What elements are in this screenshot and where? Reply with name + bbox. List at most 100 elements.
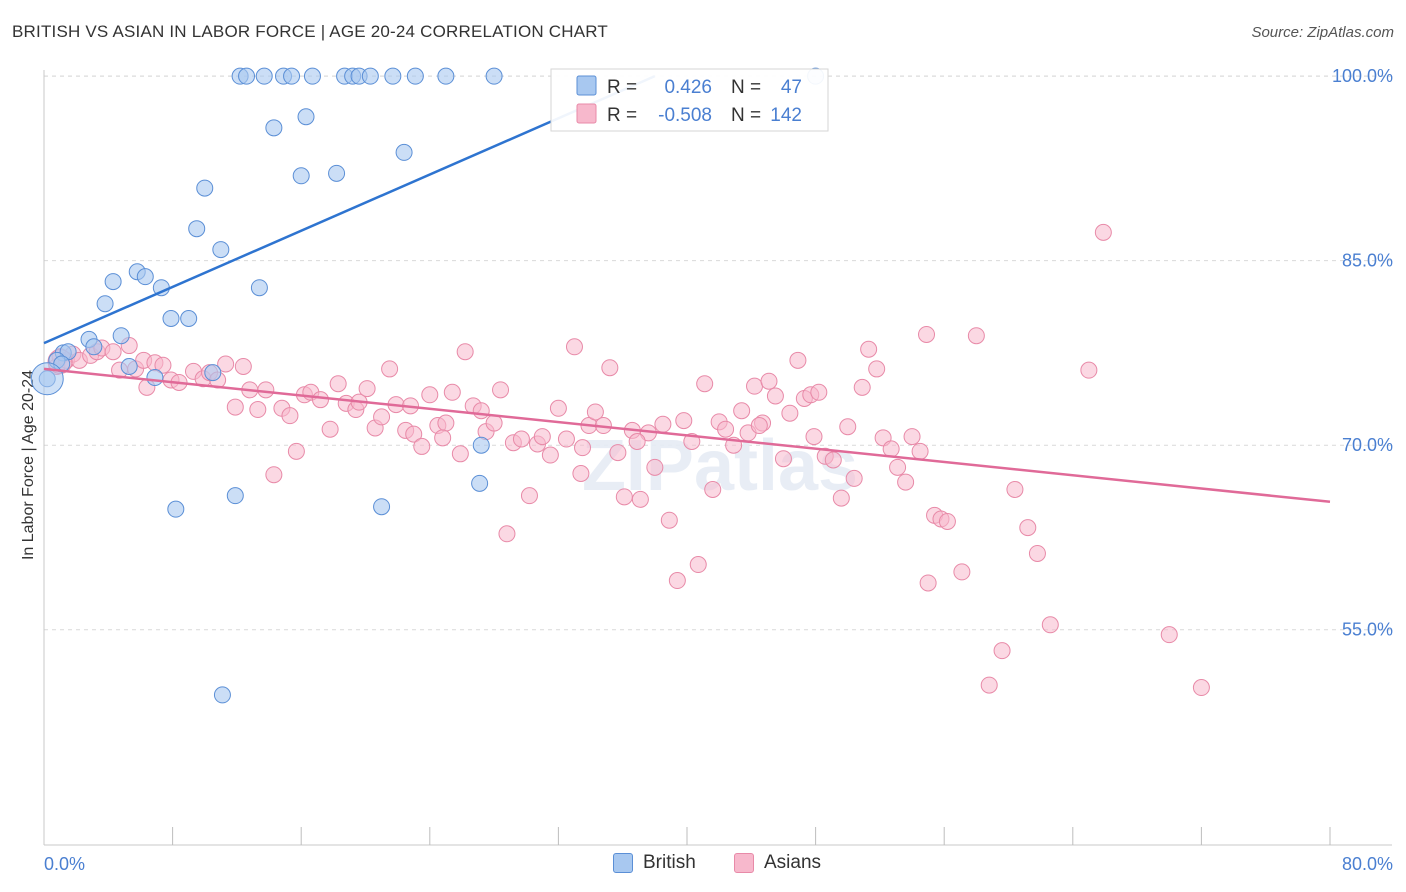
british-point <box>283 67 301 85</box>
british-point <box>384 67 402 85</box>
asians-point <box>918 325 936 343</box>
legend-swatch <box>576 103 597 124</box>
source-credit: Source: ZipAtlas.com <box>1251 24 1394 41</box>
asians-point <box>860 340 878 358</box>
asians-point <box>889 458 907 476</box>
asians-point <box>533 428 551 446</box>
asians-point <box>967 327 985 345</box>
british-point <box>471 474 489 492</box>
british-swatch <box>613 853 633 873</box>
asians-point <box>868 360 886 378</box>
legend-n-label: N = <box>731 77 761 98</box>
asians-point <box>456 343 474 361</box>
y-tick-label: 70.0% <box>1342 435 1393 455</box>
asians-point <box>1041 616 1059 634</box>
legend-n-label: N = <box>731 105 761 126</box>
legend-label-asians: Asians <box>764 852 822 873</box>
asians-point <box>824 451 842 469</box>
british-point <box>180 309 198 327</box>
british-point <box>297 108 315 126</box>
british-point <box>361 67 379 85</box>
asians-point <box>853 378 871 396</box>
asians-point <box>845 469 863 487</box>
asians-point <box>760 372 778 390</box>
asians-point <box>492 381 510 399</box>
asians-point <box>631 490 649 508</box>
british-point <box>104 273 122 291</box>
asians-point <box>1160 626 1178 644</box>
asians-point <box>381 360 399 378</box>
asians-point <box>689 556 707 574</box>
asians-point <box>733 402 751 420</box>
asians-swatch <box>734 853 754 873</box>
legend-r-value: -0.508 <box>658 105 712 126</box>
x-tick-label-min: 0.0% <box>44 854 85 874</box>
british-point <box>162 309 180 327</box>
british-point <box>395 143 413 161</box>
british-point <box>328 164 346 182</box>
british-point <box>85 338 103 356</box>
axes <box>43 70 1392 846</box>
asians-point <box>498 525 516 543</box>
asians-point <box>1019 519 1037 537</box>
asians-point <box>903 428 921 446</box>
asians-point <box>832 489 850 507</box>
british-point <box>472 436 490 454</box>
british-point <box>238 67 256 85</box>
asians-point <box>668 572 686 590</box>
asians-point <box>1080 361 1098 379</box>
british-point <box>120 357 138 375</box>
asians-point <box>265 466 283 484</box>
asians-point <box>281 407 299 425</box>
asians-point <box>1094 223 1112 241</box>
asians-point <box>321 420 339 438</box>
asians-point <box>472 402 490 420</box>
legend-box-frame <box>550 68 829 132</box>
chart-title: BRITISH VS ASIAN IN LABOR FORCE | AGE 20… <box>12 22 609 41</box>
asians-point <box>1006 480 1024 498</box>
asians-point <box>704 480 722 498</box>
asians-point <box>839 418 857 436</box>
asians-point <box>805 428 823 446</box>
british-point <box>167 500 185 518</box>
british-point <box>196 179 214 197</box>
asians-point <box>226 398 244 416</box>
asians-point <box>938 512 956 530</box>
british-point <box>204 364 222 382</box>
british-point-cluster <box>30 362 64 396</box>
x-tick-labels: 0.0% 80.0% <box>44 854 1393 874</box>
british-point <box>96 295 114 313</box>
british-point <box>212 241 230 259</box>
gridlines <box>44 75 1392 631</box>
british-point <box>213 686 231 704</box>
asians-point <box>434 429 452 447</box>
asians-point <box>451 445 469 463</box>
asians-point <box>1028 544 1046 562</box>
asians-point <box>660 511 678 529</box>
asians-point <box>646 458 664 476</box>
asians-point <box>565 338 583 356</box>
asians-point <box>750 417 768 435</box>
asians-point <box>882 440 900 458</box>
legend-r-value: 0.426 <box>664 77 712 98</box>
legend-r-label: R = <box>607 105 637 126</box>
british-point <box>265 119 283 137</box>
asians-point <box>766 387 784 405</box>
legend-item-british[interactable]: British <box>613 852 696 874</box>
british-point <box>437 67 455 85</box>
asians-point <box>413 437 431 455</box>
asians-point <box>154 356 172 374</box>
asians-point <box>774 450 792 468</box>
legend-n-value: 142 <box>770 105 802 126</box>
asians-point <box>654 415 672 433</box>
legend-item-asians[interactable]: Asians <box>734 852 821 874</box>
asians-point <box>287 442 305 460</box>
asians-point <box>953 563 971 581</box>
asians-point <box>421 386 439 404</box>
asians-point <box>373 408 391 426</box>
asians-point <box>993 642 1011 660</box>
asians-point <box>437 414 455 432</box>
asians-point <box>249 401 267 419</box>
asians-point <box>104 343 122 361</box>
asians-point <box>512 430 530 448</box>
